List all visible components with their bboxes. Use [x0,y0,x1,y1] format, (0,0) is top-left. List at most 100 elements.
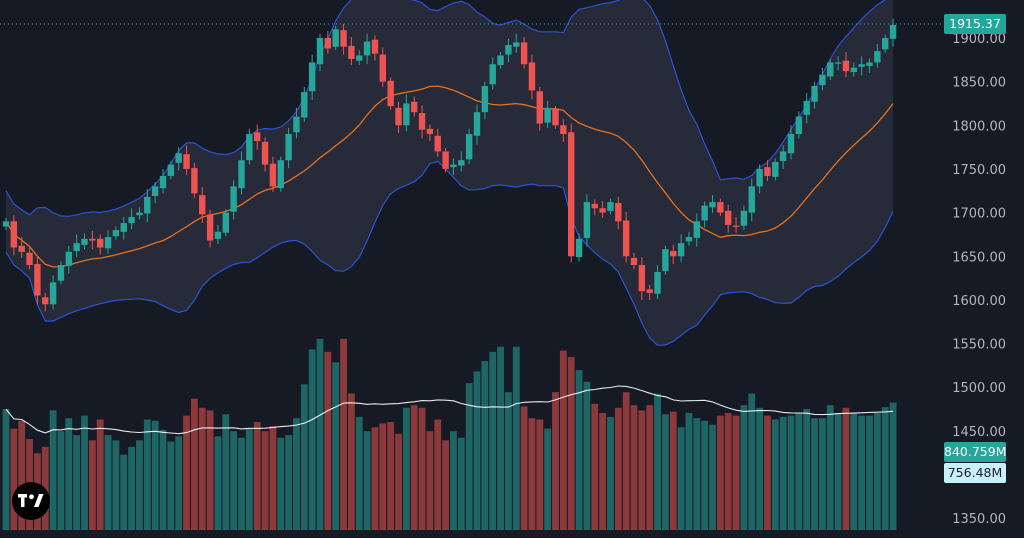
candle [520,37,528,69]
volume-bar [826,405,834,530]
volume-bar [866,415,873,530]
volume-bar [269,426,277,530]
candle [756,164,763,194]
volume-bar [497,346,504,530]
volume-bar [159,429,167,530]
candle [81,233,88,250]
candle [363,33,371,65]
volume-value-tag: 840.759M [944,442,1006,462]
candle-body [379,54,386,82]
candle [411,96,418,117]
candle [717,198,724,217]
candle [568,123,575,263]
candle-body [599,208,606,213]
candle [246,128,253,165]
candle-body [748,186,755,213]
candle-body [238,160,245,189]
candle-body [866,62,873,66]
candle-body [308,62,316,92]
candle [136,207,143,220]
volume-ma-tag: 756.48M [944,463,1006,483]
volume-bar [536,419,544,530]
volume-bar [732,415,740,530]
candle [458,151,465,172]
candle-body [560,125,567,135]
price-tick-label: 1700.00 [952,207,1006,222]
candle [677,234,685,263]
candle-body [426,128,434,135]
candle-body [230,186,237,212]
candle-body [779,151,787,162]
tradingview-logo-icon[interactable] [12,482,50,520]
volume-bar [402,407,410,530]
candle [42,292,49,312]
candle-body [842,60,850,72]
volume-bar [308,349,316,530]
candle [795,111,803,139]
candle [73,234,80,258]
candle-body [42,297,49,305]
lower-band [5,160,894,346]
candle [874,44,881,68]
candle-body [630,257,638,265]
volume-bar [724,413,732,530]
volume-bar [614,407,622,530]
candle-body [112,230,120,237]
candle-body [18,245,25,252]
candle-body [544,107,551,123]
volume-bar [630,405,638,530]
candle [10,215,18,256]
candle [379,47,386,87]
volume-bar [261,431,269,530]
candle [599,201,606,218]
candle [481,81,489,120]
candle [2,217,10,231]
volume-bar [293,418,300,530]
candle-body [795,116,803,135]
volume-bar [426,431,434,530]
volume-bar [136,440,143,530]
candle-body [528,62,536,91]
candle-body [803,100,810,115]
volume-bar [96,419,104,530]
candle [787,125,795,160]
volume-bar [253,422,261,530]
volume-bar [740,405,748,530]
volume-bar [191,398,198,530]
candle [811,81,818,109]
price-tick-label: 1850.00 [952,76,1006,91]
candle [693,213,700,247]
volume-bar [371,427,379,530]
volume-bar [803,409,811,530]
volume-bar [520,406,528,530]
volume-ma [5,385,894,435]
price-tick-label: 1800.00 [952,119,1006,134]
volume-bar [332,362,340,530]
candle-body [277,160,284,189]
candle-body [167,164,175,176]
volume-bar [677,427,685,530]
candle [332,25,339,51]
volume-bar [512,346,520,530]
candle [889,18,897,47]
candle [97,234,104,255]
candle [57,261,65,285]
volume-bar [544,428,552,530]
candle [442,147,449,173]
volume-bar [57,431,65,530]
volume-bar [473,371,481,530]
volume-bar [662,414,669,530]
price-tick-label: 1600.00 [952,294,1006,309]
volume-bar [764,415,771,530]
candle-body [254,132,261,142]
candle-body [646,289,653,293]
volume-bar [65,418,73,530]
candle [348,37,355,66]
volume-bar [858,415,866,530]
candle-body [615,202,622,222]
volume-bar [104,435,112,530]
candle [622,211,630,263]
price-tick-label: 1900.00 [952,32,1006,47]
candle-body [693,221,700,238]
candle [26,247,33,270]
